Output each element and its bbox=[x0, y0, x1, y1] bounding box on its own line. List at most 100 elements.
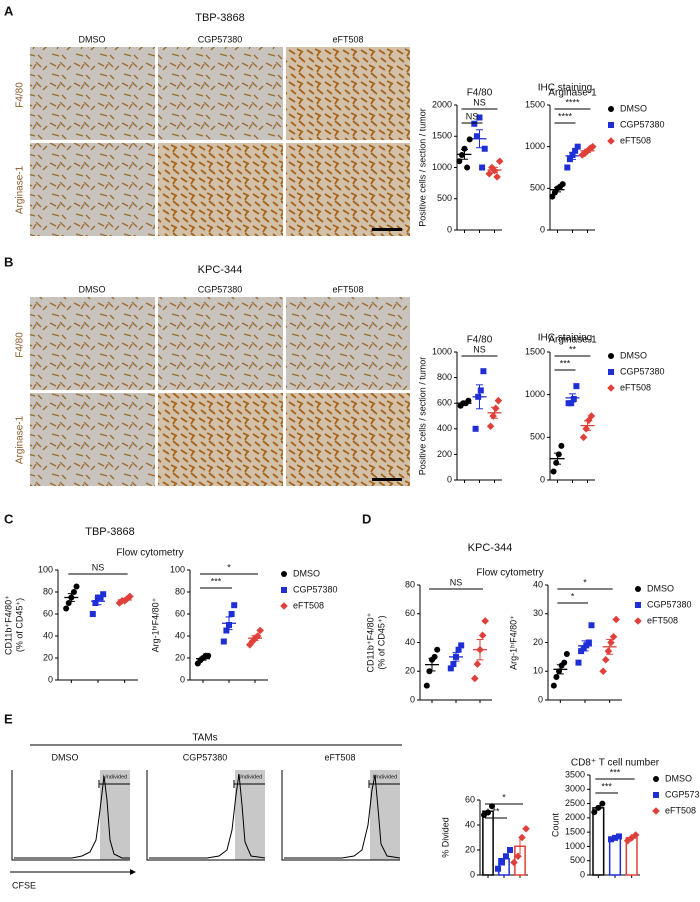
significance-label: ** bbox=[569, 344, 577, 354]
data-point bbox=[256, 626, 264, 635]
x-axis-label: CFSE bbox=[12, 880, 36, 890]
data-point bbox=[492, 404, 500, 413]
significance-label: * bbox=[502, 792, 506, 802]
histogram: Undivided bbox=[281, 770, 401, 861]
y-tick-label: 100 bbox=[170, 564, 185, 574]
y-tick-label: 20 bbox=[465, 844, 475, 854]
y-tick-label: 1000 bbox=[432, 162, 452, 172]
data-point bbox=[570, 395, 577, 402]
data-point bbox=[553, 459, 560, 466]
panel-title: KPC-344 bbox=[468, 542, 513, 554]
legend-marker bbox=[608, 106, 614, 112]
y-axis-label: Positive cells / section / tumor bbox=[417, 357, 427, 476]
y-tick-label: 40 bbox=[465, 819, 475, 829]
data-point bbox=[601, 655, 610, 664]
legend-marker bbox=[607, 137, 615, 145]
y-tick-label: 60 bbox=[175, 608, 185, 618]
data-point bbox=[228, 611, 235, 617]
y-tick-label: 1000 bbox=[525, 141, 545, 151]
data-point bbox=[458, 642, 465, 649]
legend-marker bbox=[653, 792, 659, 798]
y-tick-label: 0 bbox=[538, 694, 543, 704]
column-label: eFT508 bbox=[332, 34, 363, 44]
legend-label: CGP57380 bbox=[293, 584, 338, 594]
column-label: DMSO bbox=[79, 34, 106, 44]
row-label: F4/80 bbox=[15, 332, 26, 358]
y-axis-label: Arg-1ʰⁱF4/80⁺ bbox=[508, 615, 518, 670]
y-tick-label: 30 bbox=[533, 608, 543, 618]
data-point bbox=[494, 396, 503, 405]
ihc-images bbox=[30, 47, 410, 236]
data-point bbox=[572, 147, 579, 154]
data-point bbox=[115, 599, 124, 607]
data-point bbox=[478, 631, 487, 640]
data-point bbox=[248, 637, 257, 646]
legend-marker bbox=[635, 602, 641, 608]
y-tick-label: 3000 bbox=[565, 784, 585, 794]
significance-label: NS bbox=[473, 97, 486, 107]
y-tick-label: 0 bbox=[540, 474, 545, 484]
y-tick-label: 40 bbox=[175, 630, 185, 640]
y-tick-label: 1000 bbox=[432, 346, 452, 356]
panel-title: KPC-344 bbox=[198, 264, 243, 276]
legend-marker bbox=[608, 353, 614, 359]
y-tick-label: 500 bbox=[570, 855, 585, 865]
data-point bbox=[609, 632, 618, 641]
y-tick-label: 0 bbox=[447, 474, 452, 484]
panel-title: TAMs bbox=[192, 733, 217, 744]
data-point bbox=[464, 164, 471, 171]
legend-label: CGP57380 bbox=[620, 366, 665, 376]
bar bbox=[608, 837, 622, 876]
y-tick-label: 60 bbox=[465, 794, 475, 804]
data-point bbox=[568, 400, 575, 407]
data-point bbox=[612, 834, 618, 841]
data-point bbox=[573, 383, 580, 390]
y-axis-label: CD11b⁺F4/80⁺ bbox=[3, 595, 13, 655]
gate-label: Undivided bbox=[238, 774, 262, 780]
data-point bbox=[493, 173, 501, 181]
data-point bbox=[92, 600, 99, 606]
legend-label: eFT508 bbox=[293, 600, 324, 610]
chart-title: Arginase-1 bbox=[548, 335, 597, 346]
y-tick-label: 3500 bbox=[565, 769, 585, 779]
y-tick-label: 0 bbox=[48, 674, 53, 684]
y-tick-label: 80 bbox=[43, 586, 53, 596]
row-label: Arginase-1 bbox=[15, 415, 26, 464]
data-point bbox=[220, 638, 227, 645]
data-point bbox=[481, 145, 488, 152]
y-tick-label: 0 bbox=[447, 224, 452, 234]
data-point bbox=[450, 661, 457, 668]
data-point bbox=[485, 809, 491, 816]
data-point bbox=[423, 682, 430, 689]
data-point bbox=[585, 639, 592, 646]
gate-label: Undivided bbox=[373, 774, 397, 780]
significance-label: *** bbox=[211, 576, 222, 586]
ihc-images bbox=[30, 297, 410, 486]
significance-label: NS bbox=[92, 562, 105, 572]
y-axis-label: CD11b⁺F4/80⁺ bbox=[365, 612, 375, 672]
panel-label: B bbox=[4, 254, 13, 269]
significance-label: * bbox=[227, 562, 231, 572]
chart-title: F4/80 bbox=[467, 88, 493, 99]
significance-label: NS bbox=[473, 344, 486, 354]
y-tick-label: 0 bbox=[580, 869, 585, 879]
data-point bbox=[480, 368, 487, 375]
data-point bbox=[231, 602, 238, 609]
data-point bbox=[472, 425, 479, 432]
y-tick-label: 20 bbox=[43, 652, 53, 662]
y-tick-label: 2000 bbox=[432, 99, 452, 109]
y-tick-label: 800 bbox=[437, 372, 452, 382]
subtitle: IHC staining bbox=[538, 83, 592, 94]
legend-marker bbox=[608, 122, 614, 128]
y-tick-label: 200 bbox=[437, 449, 452, 459]
panel-label: A bbox=[4, 3, 14, 18]
y-tick-label: 40 bbox=[43, 630, 53, 640]
data-point bbox=[477, 387, 484, 394]
y-axis-label: % Divided bbox=[440, 817, 450, 858]
legend-label: DMSO bbox=[620, 350, 647, 360]
data-point bbox=[205, 652, 212, 659]
y-tick-label: 1500 bbox=[525, 99, 545, 109]
data-point bbox=[507, 847, 513, 853]
row-label: Arginase-1 bbox=[15, 165, 26, 214]
